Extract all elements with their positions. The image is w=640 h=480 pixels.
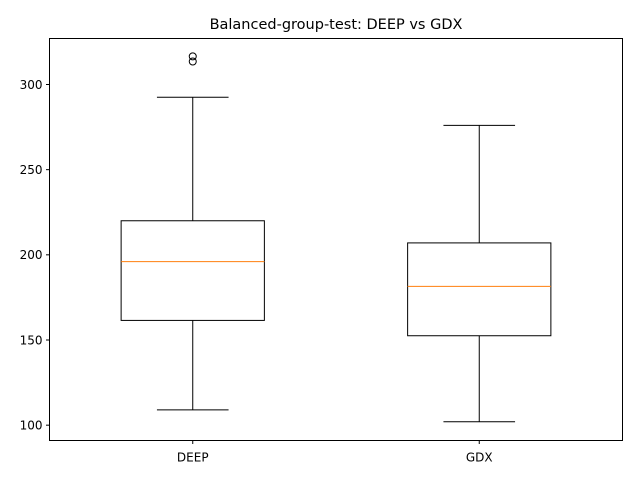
x-axis: DEEP GDX (177, 440, 493, 465)
x-tick-label: GDX (466, 451, 493, 465)
iqr-box (407, 242, 552, 337)
y-tick-label: 150 (20, 333, 43, 347)
y-tick-label: 100 (20, 418, 43, 432)
box-gdx (407, 124, 552, 423)
box-deep (120, 52, 265, 411)
chart-title: Balanced-group-test: DEEP vs GDX (210, 17, 463, 33)
iqr-box (120, 220, 265, 321)
y-tick-label: 250 (20, 163, 43, 177)
box-series (120, 52, 552, 423)
y-axis: 100 150 200 250 300 (20, 78, 50, 432)
plot-area (49, 38, 623, 441)
y-tick-label: 200 (20, 248, 43, 262)
y-tick-label: 300 (20, 78, 43, 92)
outlier-point (188, 52, 197, 61)
x-tick-label: DEEP (177, 451, 209, 465)
outlier-point (188, 57, 197, 66)
